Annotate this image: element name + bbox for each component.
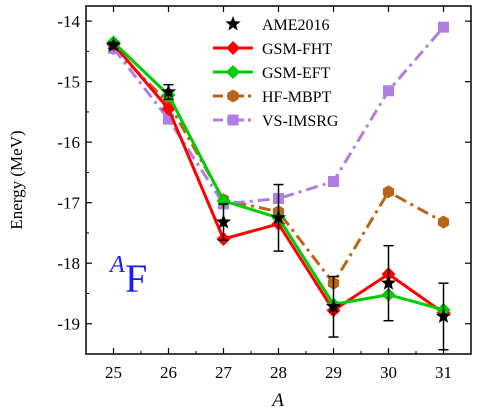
- data-point: [328, 176, 339, 188]
- data-point: [438, 21, 449, 33]
- legend-label: AME2016: [262, 17, 330, 34]
- annotation-element: F: [125, 256, 147, 301]
- legend-item: GSM-FHT: [213, 41, 332, 58]
- legend-marker: [226, 41, 240, 55]
- legend-marker: [227, 89, 239, 103]
- legend-item: HF-MBPT: [213, 89, 332, 106]
- annotation-superscript: A: [108, 252, 125, 278]
- data-point: [161, 101, 176, 116]
- series-layer: [105, 21, 452, 351]
- tick-layer: 25 26 27 28 29 30 31 -14 -15 -16 -17 -18 -19: [57, 6, 471, 382]
- legend-marker: [226, 65, 240, 79]
- data-point: [380, 275, 397, 290]
- y-tick-label: -19: [57, 315, 80, 334]
- data-point: [383, 85, 394, 97]
- y-tick-label: -14: [57, 12, 80, 31]
- y-tick-label: -17: [57, 194, 80, 213]
- x-tick-label: 30: [380, 363, 397, 382]
- data-point: [382, 185, 395, 199]
- x-tick-label: 28: [270, 363, 287, 382]
- data-point: [270, 209, 287, 225]
- legend-label: HF-MBPT: [262, 89, 332, 106]
- nucleus-annotation: A F: [108, 252, 147, 301]
- data-point: [215, 214, 232, 229]
- data-point: [435, 308, 452, 323]
- legend-item: GSM-EFT: [213, 65, 331, 82]
- x-tick-label: 25: [105, 363, 122, 382]
- legend-item: VS-IMSRG: [213, 113, 339, 130]
- x-tick-label: 26: [160, 363, 177, 382]
- data-point: [325, 298, 342, 314]
- x-axis-label: A: [270, 390, 284, 411]
- legend: AME2016 GSM-FHT GSM-EFT HF-MBPT VS-IMSRG: [213, 16, 339, 130]
- series-ame2016: [105, 37, 452, 351]
- x-tick-label: 27: [215, 363, 233, 382]
- legend-label: VS-IMSRG: [262, 113, 339, 130]
- data-point: [160, 83, 177, 99]
- y-tick-label: -18: [57, 254, 80, 273]
- x-tick-label: 29: [325, 363, 342, 382]
- y-tick-label: -16: [57, 133, 80, 152]
- y-tick-label: -15: [57, 73, 80, 92]
- y-axis-label: Energy (MeV): [7, 130, 26, 229]
- data-point: [163, 113, 174, 125]
- legend-label: GSM-FHT: [262, 41, 332, 58]
- legend-item: AME2016: [225, 16, 330, 34]
- legend-label: GSM-EFT: [262, 65, 331, 82]
- x-tick-label: 31: [435, 363, 452, 382]
- data-point: [437, 215, 450, 229]
- legend-marker: [225, 16, 241, 31]
- legend-marker: [227, 114, 239, 126]
- plot-frame: [85, 5, 472, 355]
- data-point: [105, 37, 122, 52]
